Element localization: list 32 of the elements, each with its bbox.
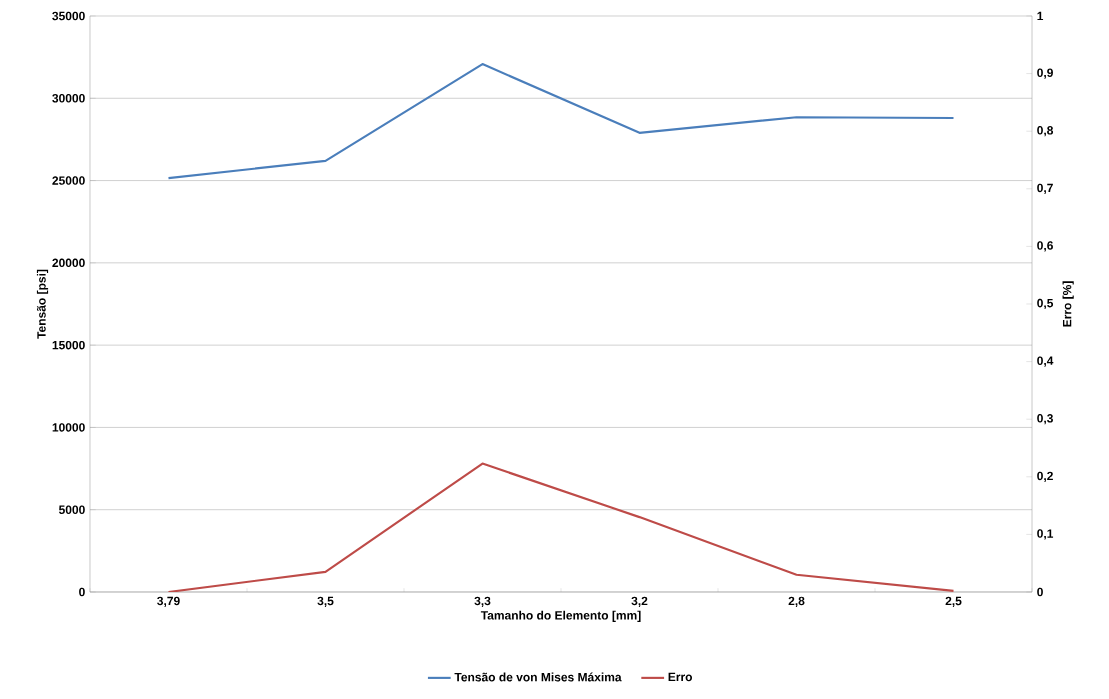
line-series <box>167 462 955 592</box>
x-tick-label: 2,5 <box>945 596 962 607</box>
y2-tick-label: 0 <box>1037 587 1043 597</box>
y-tick-label: 5000 <box>58 505 85 514</box>
y2-tick-label: 0,8 <box>1037 126 1054 137</box>
y2-tick-label: 0,3 <box>1037 414 1053 425</box>
y2-tick-label: 0,9 <box>1037 68 1053 79</box>
y-tick-label: 30000 <box>52 94 85 103</box>
legend-label: Tensão de von Mises Máxima <box>454 672 622 682</box>
y2-tick-label: 1 <box>1037 11 1044 21</box>
y-tick-label: 35000 <box>52 11 85 21</box>
y-tick-label: 25000 <box>52 176 85 185</box>
legend-label: Erro <box>668 672 693 682</box>
x-tick-label: 2,8 <box>788 596 805 607</box>
x-tick-label: 3,79 <box>157 596 180 607</box>
line-series <box>167 62 955 180</box>
y-tick-label: 15000 <box>52 340 85 350</box>
y2-tick-label: 0,7 <box>1037 183 1053 194</box>
y2-tick-label: 0,6 <box>1037 241 1053 252</box>
y2-tick-label: 0,5 <box>1037 298 1054 310</box>
y-axis-title: Tensão [psi] <box>36 269 49 339</box>
x-tick-label: 3,3 <box>474 596 491 607</box>
y2-tick-label: 0,4 <box>1037 356 1054 367</box>
y-tick-label: 10000 <box>52 423 85 432</box>
x-axis-title: Tamanho do Elemento [mm] <box>480 610 641 622</box>
y2-tick-label: 0,2 <box>1037 471 1053 482</box>
y2-tick-label: 0,1 <box>1037 529 1054 540</box>
x-tick-label: 3,5 <box>317 596 334 607</box>
y-tick-label: 20000 <box>52 258 85 268</box>
y-tick-label: 0 <box>79 587 85 597</box>
x-tick-label: 3,2 <box>631 596 648 607</box>
y2-axis-title: Erro [%] <box>1062 281 1074 327</box>
